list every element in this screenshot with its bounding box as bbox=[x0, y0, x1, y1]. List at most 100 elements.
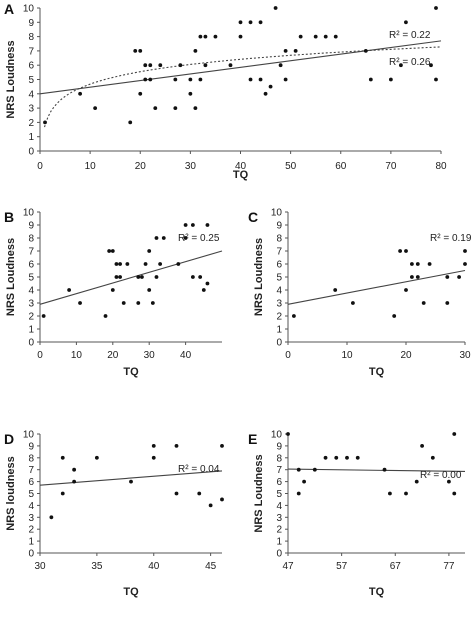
data-point bbox=[355, 455, 360, 460]
data-point bbox=[278, 63, 283, 68]
data-point bbox=[203, 34, 208, 39]
data-point bbox=[248, 77, 253, 82]
r-squared-label: R² = 0.22 bbox=[389, 30, 431, 41]
data-point bbox=[323, 455, 328, 460]
panel-a: A 0 1 2 3 4 5 6 7 8 9 10 0 10 20 30 40 50 60 70 80 TQ NRS Loud… bbox=[4, 1, 447, 181]
data-point bbox=[188, 77, 193, 82]
x-axis-title: TQ bbox=[123, 586, 139, 598]
data-point bbox=[434, 6, 438, 10]
y-tick-label: 6 bbox=[28, 260, 34, 271]
panel-label: D bbox=[4, 431, 14, 447]
data-point bbox=[388, 491, 392, 496]
data-point bbox=[313, 34, 318, 39]
linear-trendline bbox=[39, 40, 442, 95]
y-tick-label: 9 bbox=[28, 18, 34, 29]
data-point bbox=[201, 288, 206, 292]
y-tick-label: 4 bbox=[28, 501, 34, 512]
data-point bbox=[430, 455, 435, 460]
x-tick-label: 35 bbox=[91, 561, 103, 572]
data-point bbox=[368, 77, 373, 82]
data-point bbox=[273, 6, 278, 10]
x-tick-label: 30 bbox=[185, 161, 197, 172]
data-point bbox=[220, 497, 224, 502]
y-tick-label: 4 bbox=[276, 501, 282, 512]
data-point bbox=[114, 262, 119, 266]
y-tick-label: 8 bbox=[28, 453, 34, 464]
data-point bbox=[78, 301, 82, 305]
data-point bbox=[67, 288, 72, 292]
y-tick-label: 8 bbox=[276, 453, 282, 464]
data-point bbox=[188, 91, 193, 96]
y-tick-label: 2 bbox=[276, 312, 282, 323]
panel-label: C bbox=[248, 209, 258, 225]
y-tick-label: 3 bbox=[28, 513, 34, 524]
data-point bbox=[302, 479, 306, 484]
y-tick-label: 6 bbox=[28, 61, 34, 72]
panel-label: E bbox=[248, 431, 257, 447]
data-point bbox=[174, 491, 179, 496]
data-point bbox=[72, 467, 77, 472]
x-tick-label: 77 bbox=[443, 561, 455, 572]
y-tick-label: 0 bbox=[276, 338, 282, 349]
data-point bbox=[463, 249, 467, 253]
y-tick-label: 2 bbox=[28, 118, 34, 129]
data-point bbox=[93, 106, 98, 110]
x-tick-label: 10 bbox=[341, 350, 353, 361]
data-point bbox=[420, 444, 424, 448]
data-point bbox=[198, 77, 203, 82]
data-point bbox=[151, 455, 156, 460]
data-point bbox=[263, 91, 268, 96]
y-tick-label: 5 bbox=[276, 489, 282, 500]
data-point bbox=[143, 262, 148, 266]
y-tick-label: 8 bbox=[28, 234, 34, 245]
data-point bbox=[72, 479, 77, 484]
x-tick-label: 20 bbox=[400, 350, 412, 361]
data-point bbox=[445, 275, 450, 279]
data-point bbox=[151, 444, 156, 448]
y-tick-label: 9 bbox=[276, 221, 282, 232]
y-tick-label: 7 bbox=[28, 247, 34, 258]
data-point bbox=[197, 491, 202, 496]
x-tick-label: 10 bbox=[71, 350, 83, 361]
y-tick-label: 1 bbox=[28, 537, 34, 548]
data-point bbox=[150, 301, 155, 305]
x-tick-label: 40 bbox=[180, 350, 192, 361]
data-point bbox=[404, 249, 408, 253]
y-tick-label: 1 bbox=[28, 325, 34, 336]
data-point bbox=[121, 301, 126, 305]
data-point bbox=[404, 288, 408, 292]
data-point bbox=[41, 314, 46, 318]
y-axis-title: NRS Loudness bbox=[5, 40, 17, 118]
data-point bbox=[452, 432, 457, 436]
x-tick-label: 57 bbox=[336, 561, 348, 572]
data-point bbox=[110, 288, 115, 292]
data-point bbox=[351, 301, 355, 305]
data-point bbox=[268, 84, 273, 89]
data-point bbox=[447, 479, 451, 484]
data-point bbox=[213, 34, 218, 39]
data-point bbox=[60, 491, 65, 496]
data-point bbox=[296, 467, 301, 472]
x-axis-title: TQ bbox=[369, 366, 385, 378]
y-tick-label: 4 bbox=[276, 286, 282, 297]
panel-c: C 0 1 2 3 4 5 6 7 8 9 10 0 10 20 30 TQ NRS Loudness R² = 0… bbox=[248, 208, 472, 379]
y-tick-label: 10 bbox=[271, 430, 283, 441]
x-tick-label: 20 bbox=[107, 350, 119, 361]
data-point bbox=[78, 91, 82, 96]
y-tick-label: 1 bbox=[28, 132, 34, 143]
x-tick-label: 30 bbox=[459, 350, 471, 361]
data-point bbox=[445, 301, 450, 305]
data-point bbox=[103, 314, 108, 318]
data-point bbox=[296, 491, 301, 496]
x-tick-label: 20 bbox=[135, 161, 147, 172]
data-point bbox=[208, 503, 213, 508]
data-point bbox=[333, 34, 338, 39]
y-tick-label: 2 bbox=[276, 525, 282, 536]
data-point bbox=[248, 20, 253, 25]
data-point bbox=[118, 275, 122, 279]
y-tick-label: 2 bbox=[28, 312, 34, 323]
x-axis-title: TQ bbox=[233, 169, 249, 181]
x-tick-label: 80 bbox=[435, 161, 447, 172]
data-point bbox=[107, 249, 112, 253]
